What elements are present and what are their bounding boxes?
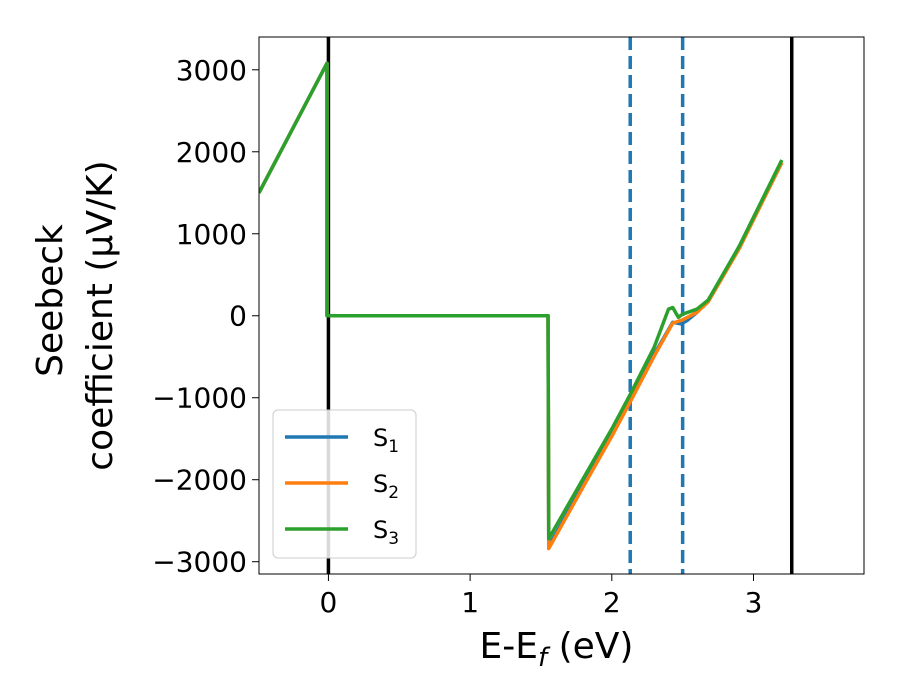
y-tick-label: 0 xyxy=(229,300,247,333)
legend: S1 S2 S3 xyxy=(272,409,417,559)
y-tick-label: −3000 xyxy=(152,546,247,579)
series-line-s3 xyxy=(259,61,784,541)
y-axis: −3000 −2000 −1000 0 1000 2000 3000 xyxy=(152,54,259,579)
x-tick-label: 2 xyxy=(603,586,621,619)
y-tick-label: 2000 xyxy=(176,136,247,169)
x-tick-label: 3 xyxy=(745,586,763,619)
y-tick-label: −2000 xyxy=(152,464,247,497)
plot-frame xyxy=(258,36,865,575)
y-axis-title-line-2: coefficient (μV/K) xyxy=(80,160,121,470)
x-tick-label: 0 xyxy=(320,586,338,619)
y-axis-title-line-1: Seebeck xyxy=(30,224,71,377)
x-axis: 0 1 2 3 xyxy=(320,574,763,619)
x-tick-label: 1 xyxy=(461,586,479,619)
y-tick-label: 3000 xyxy=(176,54,247,87)
y-tick-label: −1000 xyxy=(152,382,247,415)
x-axis-title: E-Ef (eV) xyxy=(480,626,634,673)
legend-label-s3: S3 xyxy=(373,516,399,549)
y-tick-label: 1000 xyxy=(176,218,247,251)
y-axis-title: Seebeck coefficient (μV/K) xyxy=(30,160,121,470)
legend-label-s2: S2 xyxy=(373,470,399,503)
series-lines xyxy=(259,61,784,551)
legend-label-s1: S1 xyxy=(373,424,399,457)
